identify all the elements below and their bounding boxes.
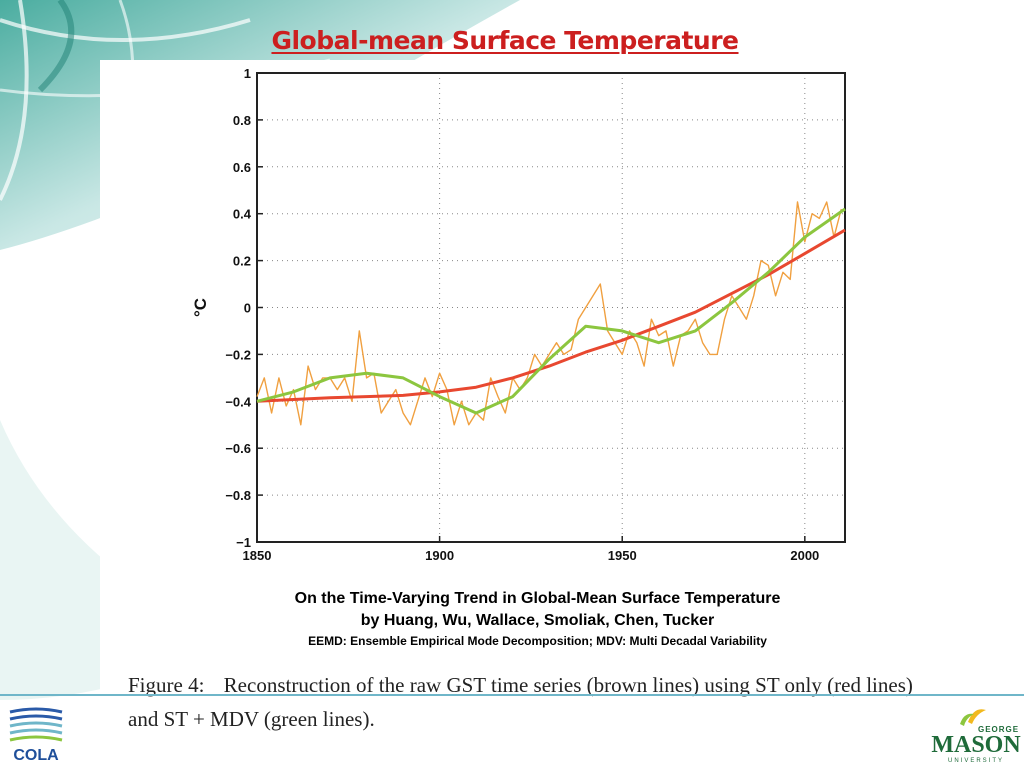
gmu-logo-top: GEORGE: [978, 725, 1019, 734]
y-tick-label: −0.6: [225, 441, 251, 456]
cola-logo-text: COLA: [13, 747, 59, 764]
series-line-1: [256, 201, 842, 426]
y-tick-label: 0.8: [233, 113, 251, 128]
figure-caption: Figure 4: Reconstruction of the raw GST …: [128, 668, 918, 736]
series-line-3: [256, 207, 846, 415]
gmu-logo-main: MASON: [931, 732, 1021, 758]
abbreviations-note: EEMD: Ensemble Empirical Mode Decomposit…: [308, 634, 767, 648]
y-tick-label: −0.8: [225, 488, 251, 503]
paper-authors: by Huang, Wu, Wallace, Smoliak, Chen, Tu…: [360, 612, 715, 629]
y-tick-label: −0.4: [225, 394, 251, 409]
plot-frame: [256, 72, 846, 543]
paper-title: On the Time-Varying Trend in Global-Mean…: [294, 590, 781, 607]
y-tick-label: −1: [236, 535, 251, 550]
temperature-chart: −1 −0.8 −0.6 −0.4 −0.2 0 0.2 0.4 0.6 0.8 1 1850 1900…: [191, 66, 846, 563]
y-tick-label: 0: [244, 301, 251, 316]
x-tick-label: 1900: [425, 548, 454, 563]
y-tick-label: 0.6: [233, 160, 251, 175]
x-tick-label: 1850: [243, 548, 272, 563]
y-tick-label: −0.2: [225, 347, 251, 362]
figure-panel: −1 −0.8 −0.6 −0.4 −0.2 0 0.2 0.4 0.6 0.8 1 1850 1900…: [100, 60, 930, 750]
george-mason-logo: GEORGE MASON UNIVERSITY: [931, 709, 1021, 764]
footer-rule: [0, 694, 1024, 696]
y-tick-label: 0.2: [233, 254, 251, 269]
cola-logo: COLA: [9, 707, 63, 764]
gmu-logo-bottom: UNIVERSITY: [948, 758, 1004, 764]
y-axis-label: °C: [191, 298, 210, 317]
figure-caption-text: Reconstruction of the raw GST time serie…: [128, 673, 913, 731]
y-tick-label: 0.4: [233, 207, 252, 222]
x-tick-label: 2000: [790, 548, 819, 563]
figure-label: Figure 4:: [128, 673, 205, 697]
y-tick-label: 1: [244, 66, 251, 81]
x-tick-label: 1950: [608, 548, 637, 563]
slide-title: Global-mean Surface Temperature: [271, 26, 739, 55]
